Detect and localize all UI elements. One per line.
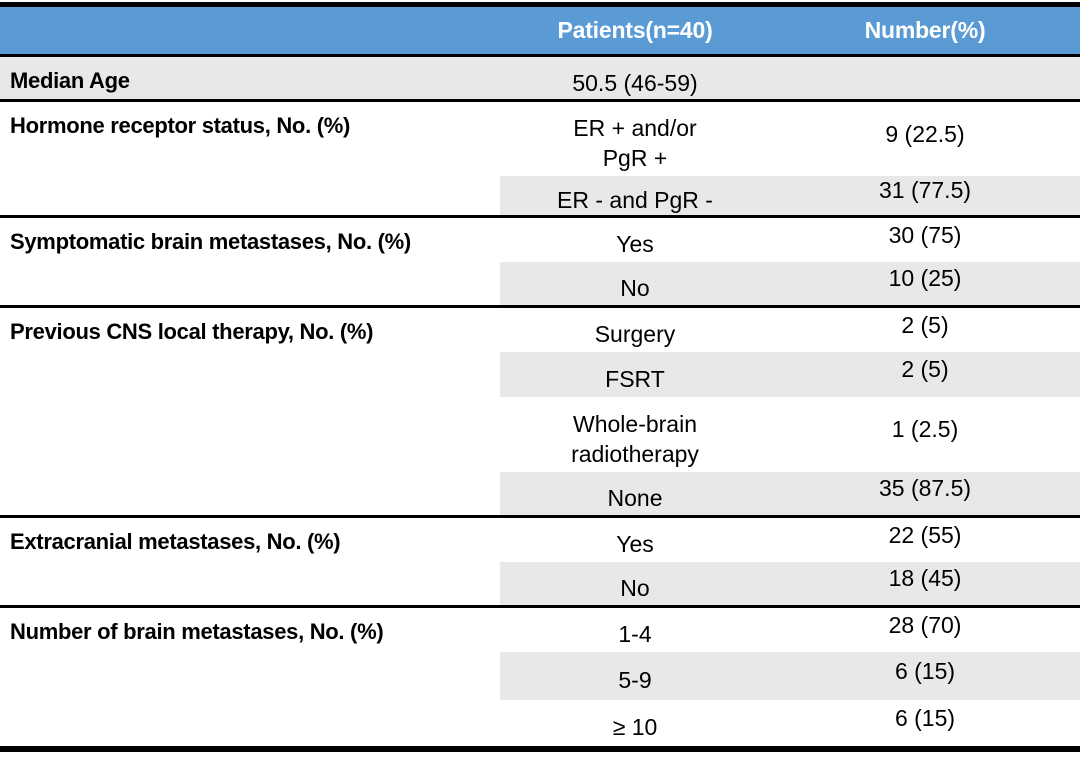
row-extracranial-yes: Extracranial metastases, No. (%) Yes 22 … xyxy=(0,515,1080,607)
category-cell: Surgery xyxy=(500,305,770,352)
category-cell: Yes xyxy=(500,515,770,562)
number-cell: 22 (55) xyxy=(770,515,1080,562)
row-cns-surgery: Previous CNS local therapy, No. (%) Surg… xyxy=(0,305,1080,517)
category-cell: No xyxy=(500,261,770,307)
number-cell: 30 (75) xyxy=(770,215,1080,262)
row-brain-mets-1-4: Number of brain metastases, No. (%) 1-4 … xyxy=(0,605,1080,749)
row-label-hormone-receptor-status: Hormone receptor status, No. (%) xyxy=(0,99,500,217)
category-cell: 5-9 xyxy=(500,651,770,700)
row-cns-wbrt: Whole-brain radiotherapy 1 (2.5) xyxy=(0,397,1080,472)
number-cell: 9 (22.5) xyxy=(770,99,1080,176)
table-header-row: Patients(n=40) Number(%) xyxy=(0,4,1080,57)
category-cell: 50.5 (46-59) xyxy=(500,54,770,101)
category-cell: ≥ 10 xyxy=(612,714,658,740)
header-empty-cell xyxy=(0,4,500,57)
number-cell: 28 (70) xyxy=(770,605,1080,652)
category-cell: ER + and/or PgR + xyxy=(500,99,770,176)
row-label-previous-cns-local-therapy: Previous CNS local therapy, No. (%) xyxy=(0,305,500,517)
row-brain-mets-10-plus: ≥ 10 6 (15) xyxy=(0,700,1080,749)
number-cell: 6 (15) xyxy=(770,651,1080,700)
number-cell: 18 (45) xyxy=(770,561,1080,607)
number-cell: 35 (87.5) xyxy=(770,471,1080,517)
row-label-number-of-brain-metastases: Number of brain metastases, No. (%) xyxy=(0,605,500,749)
row-label-median-age: Median Age xyxy=(0,54,500,101)
category-cell: Yes xyxy=(500,215,770,262)
number-cell: 1 (2.5) xyxy=(891,416,959,442)
category-cell: Whole-brain radiotherapy xyxy=(571,410,699,467)
page: Patients(n=40) Number(%) Median Age 50.5… xyxy=(0,2,1080,752)
number-cell: 6 (15) xyxy=(894,704,956,731)
row-brain-mets-5-9: 5-9 6 (15) xyxy=(0,651,1080,700)
number-cell: 10 (25) xyxy=(770,261,1080,307)
row-hormone-er-positive: Hormone receptor status, No. (%) ER + an… xyxy=(0,99,1080,217)
row-symptomatic-no: No 10 (25) xyxy=(0,261,1080,307)
header-patients-cell: Patients(n=40) xyxy=(500,4,770,57)
category-cell: None xyxy=(500,471,770,517)
row-label-symptomatic-brain-metastases: Symptomatic brain metastases, No. (%) xyxy=(0,215,500,307)
row-label-extracranial-metastases: Extracranial metastases, No. (%) xyxy=(0,515,500,607)
row-cns-fsrt: FSRT 2 (5) xyxy=(0,351,1080,397)
category-cell: 1-4 xyxy=(500,605,770,652)
patient-characteristics-table: Patients(n=40) Number(%) Median Age 50.5… xyxy=(0,2,1080,752)
number-cell: 2 (5) xyxy=(770,351,1080,397)
number-cell: 2 (5) xyxy=(770,305,1080,352)
category-cell: ER - and PgR - xyxy=(500,175,770,217)
header-number-cell: Number(%) xyxy=(770,4,1080,57)
row-symptomatic-yes: Symptomatic brain metastases, No. (%) Ye… xyxy=(0,215,1080,307)
row-hormone-er-negative: ER - and PgR - 31 (77.5) xyxy=(0,175,1080,217)
number-cell xyxy=(770,54,1080,101)
category-cell: FSRT xyxy=(500,351,770,397)
row-extracranial-no: No 18 (45) xyxy=(0,561,1080,607)
number-cell: 31 (77.5) xyxy=(770,175,1080,217)
category-cell: No xyxy=(500,561,770,607)
row-median-age: Median Age 50.5 (46-59) xyxy=(0,54,1080,101)
row-cns-none: None 35 (87.5) xyxy=(0,471,1080,517)
